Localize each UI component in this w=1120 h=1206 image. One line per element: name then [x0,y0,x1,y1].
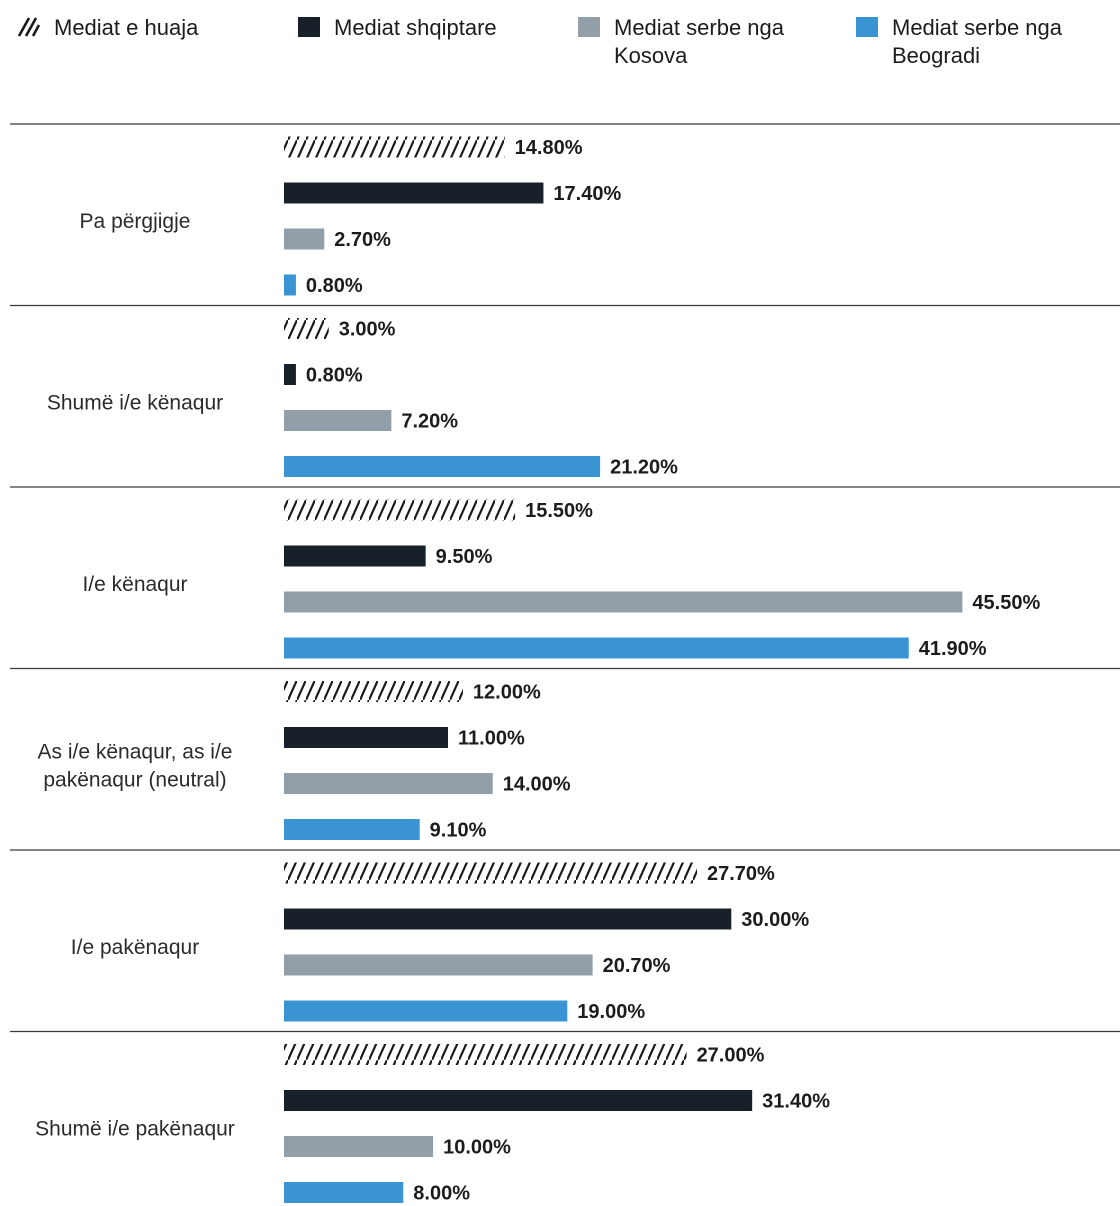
bar [284,1044,687,1065]
value-label: 41.90% [919,638,987,660]
value-label: 2.70% [334,229,391,251]
bar [284,410,392,431]
value-label: 10.00% [443,1137,511,1159]
value-label: 9.10% [430,820,487,842]
category-label: I/e pakënaqur [71,936,199,959]
bar [284,591,963,613]
bar [284,1000,568,1022]
bar [284,364,296,385]
bar [284,773,493,794]
value-label: 45.50% [972,592,1040,614]
legend-label: Mediat e huaja [54,15,199,40]
legend-item-mediat-e-huaja: Mediat e huaja [18,14,198,42]
legend-swatch-gray [578,17,600,37]
bar [284,182,544,204]
legend-label: Mediat serbe nga Beogradi [892,15,1062,68]
category-label: Shumë i/e pakënaqur [35,1118,235,1141]
value-label: 0.80% [306,275,363,297]
legend-label: Mediat shqiptare [334,15,497,40]
legend-item-mediat-serbe-beogradi: Mediat serbe nga Beogradi [856,14,1116,70]
bar [284,545,426,567]
value-label: 27.00% [697,1045,765,1067]
legend-item-mediat-shqiptare: Mediat shqiptare [298,14,497,42]
legend-swatch-dark [298,17,320,37]
value-label: 20.70% [603,955,671,977]
legend-swatch-hatched [18,17,40,37]
bar [284,681,463,702]
value-label: 8.00% [413,1183,470,1205]
bar [284,318,329,339]
category-label: As i/e kënaqur, as i/e pakënaqur (neutral… [38,741,233,792]
bar [284,136,505,158]
bar [284,499,516,521]
value-label: 27.70% [707,863,775,885]
value-label: 0.80% [306,365,363,387]
bar [284,637,909,659]
value-label: 17.40% [553,183,621,205]
value-label: 31.40% [762,1091,830,1113]
legend-item-mediat-serbe-kosova: Mediat serbe nga Kosova [578,14,828,70]
value-label: 21.20% [610,457,678,479]
value-label: 15.50% [525,500,593,522]
bar [284,1090,753,1111]
value-label: 14.00% [503,774,571,796]
value-label: 9.50% [436,546,493,568]
bar [284,862,698,884]
value-label: 12.00% [473,682,541,704]
bar [284,727,449,748]
bar [284,1182,404,1203]
value-label: 3.00% [339,319,396,341]
value-label: 7.20% [401,411,458,433]
legend-swatch-blue [856,17,878,37]
value-label: 19.00% [577,1001,645,1023]
category-label: I/e kënaqur [82,573,187,596]
bar [284,908,732,930]
category-label: Shumë i/e kënaqur [47,392,223,415]
value-label: 11.00% [458,728,525,750]
bar [284,228,325,250]
value-label: 30.00% [741,909,809,931]
bar [284,456,601,477]
bar [284,1136,434,1157]
bar [284,274,296,296]
bar [284,819,420,840]
value-label: 14.80% [515,137,583,159]
legend-label: Mediat serbe nga Kosova [614,15,784,68]
legend: Mediat e huaja Mediat shqiptare Mediat s… [18,14,1118,84]
bar [284,954,593,976]
category-label: Pa përgjigje [80,210,191,233]
